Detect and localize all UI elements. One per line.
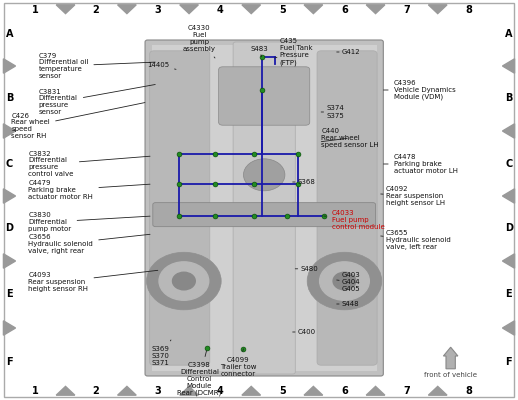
Polygon shape [4,254,16,268]
Text: C3655
Hydraulic solenoid
valve, left rear: C3655 Hydraulic solenoid valve, left rea… [381,230,451,250]
Polygon shape [428,386,447,395]
Text: C4330
Fuel
pump
assembly: C4330 Fuel pump assembly [183,25,216,58]
Text: C435
Fuel Tank
Pressure
(FTP): C435 Fuel Tank Pressure (FTP) [275,38,312,66]
Text: G403
G404
G405: G403 G404 G405 [337,272,361,292]
Polygon shape [428,5,447,14]
FancyBboxPatch shape [150,51,210,365]
Text: 7: 7 [403,386,410,396]
Text: 4: 4 [217,5,224,15]
Polygon shape [366,5,385,14]
Polygon shape [4,189,16,203]
Circle shape [243,159,285,191]
Polygon shape [4,321,16,335]
Text: C: C [505,159,512,169]
Circle shape [320,262,369,300]
Text: A: A [505,29,512,39]
Text: 5: 5 [279,386,286,396]
Polygon shape [4,124,16,138]
Text: A: A [6,29,13,39]
Polygon shape [242,386,261,395]
Text: B: B [505,93,512,103]
Polygon shape [502,189,514,203]
Text: 2: 2 [92,386,99,396]
Text: 8: 8 [465,5,472,15]
Text: C3832
Differential
pressure
control valve: C3832 Differential pressure control valv… [28,150,150,178]
Polygon shape [118,5,136,14]
Text: C440
Rear wheel
speed sensor LH: C440 Rear wheel speed sensor LH [321,128,379,148]
Text: 14405: 14405 [147,62,176,69]
Text: 3: 3 [154,5,162,15]
Polygon shape [180,386,198,395]
Polygon shape [304,386,323,395]
Text: front of vehicle: front of vehicle [424,372,477,378]
Polygon shape [56,5,75,14]
Text: C3831
Differential
pressure
sensor: C3831 Differential pressure sensor [39,84,155,116]
FancyArrow shape [443,347,458,369]
Text: F: F [506,357,512,367]
Text: C400: C400 [293,329,316,335]
Text: 1: 1 [32,5,39,15]
Text: C4099
Trailer tow
connector: C4099 Trailer tow connector [220,349,256,377]
Text: C379
Differential oil
temperature
sensor: C379 Differential oil temperature sensor [39,52,155,80]
FancyBboxPatch shape [317,51,377,365]
Text: E: E [506,289,512,299]
Text: C4093
Rear suspension
height sensor RH: C4093 Rear suspension height sensor RH [28,270,158,292]
Text: S483: S483 [250,46,268,57]
FancyBboxPatch shape [153,203,376,227]
Text: 1: 1 [32,386,39,396]
Text: C3656
Hydraulic solenoid
valve, right rear: C3656 Hydraulic solenoid valve, right re… [28,234,150,254]
Circle shape [172,272,195,290]
FancyBboxPatch shape [145,40,383,376]
Text: G412: G412 [337,49,361,55]
Circle shape [159,262,209,300]
Polygon shape [366,386,385,395]
Polygon shape [304,5,323,14]
Text: C4478
Parking brake
actuator motor LH: C4478 Parking brake actuator motor LH [383,154,458,174]
Text: 6: 6 [341,386,348,396]
Polygon shape [4,59,16,73]
Text: C426
Rear wheel
speed
sensor RH: C426 Rear wheel speed sensor RH [11,102,145,140]
FancyBboxPatch shape [152,45,377,371]
Text: S374
S375: S374 S375 [321,106,344,118]
Circle shape [147,252,221,310]
Text: C4396
Vehicle Dynamics
Module (VDM): C4396 Vehicle Dynamics Module (VDM) [383,80,455,100]
Text: C4092
Rear suspension
height sensor LH: C4092 Rear suspension height sensor LH [381,186,445,206]
Text: E: E [6,289,12,299]
Text: C4479
Parking brake
actuator motor RH: C4479 Parking brake actuator motor RH [28,180,150,200]
FancyBboxPatch shape [233,42,295,374]
Polygon shape [180,5,198,14]
Polygon shape [242,5,261,14]
Text: D: D [505,223,513,233]
Text: D: D [5,223,13,233]
Text: C: C [6,159,13,169]
Circle shape [333,272,356,290]
Polygon shape [502,59,514,73]
Polygon shape [502,124,514,138]
Text: 5: 5 [279,5,286,15]
Text: C3830
Differential
pump motor: C3830 Differential pump motor [28,212,150,232]
Text: 2: 2 [92,5,99,15]
Text: C3398
Differential
Control
Module
Rear (DCMR): C3398 Differential Control Module Rear (… [177,351,222,396]
Text: S480: S480 [295,266,318,272]
Circle shape [307,252,382,310]
Text: C4033
Fuel pump
control module: C4033 Fuel pump control module [324,210,384,230]
Text: 4: 4 [217,386,224,396]
FancyBboxPatch shape [219,67,310,125]
Text: B: B [6,93,13,103]
Text: 8: 8 [465,386,472,396]
Polygon shape [56,386,75,395]
Text: F: F [6,357,12,367]
Polygon shape [502,321,514,335]
Text: S448: S448 [337,301,359,307]
Polygon shape [118,386,136,395]
Text: 3: 3 [154,386,162,396]
Text: 7: 7 [403,5,410,15]
Text: S369
S370
S371: S369 S370 S371 [152,340,171,366]
FancyBboxPatch shape [4,3,514,397]
Text: S368: S368 [293,179,316,185]
Text: 6: 6 [341,5,348,15]
Polygon shape [502,254,514,268]
